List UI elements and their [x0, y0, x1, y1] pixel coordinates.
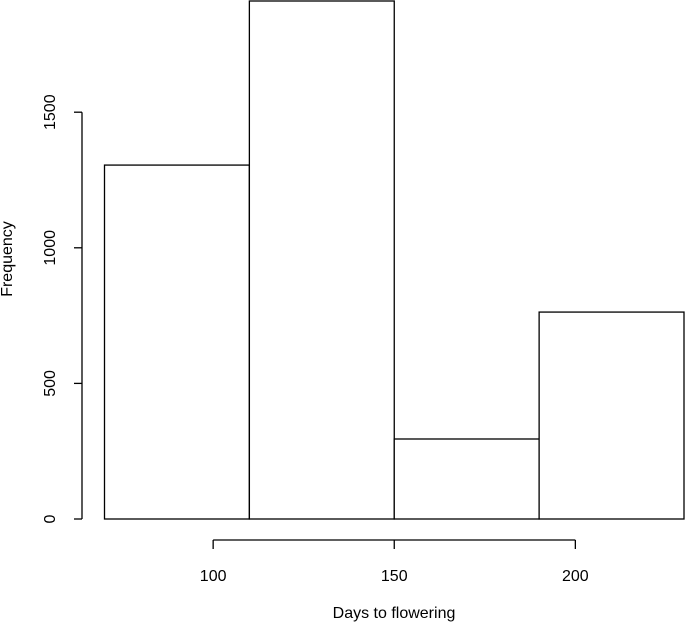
histogram-bar — [103, 164, 251, 520]
y-tick-label: 500 — [42, 370, 59, 397]
y-tick-label: 1500 — [42, 94, 59, 130]
x-tick-label: 150 — [381, 568, 408, 585]
y-ticks: 0 500 1000 1500 — [42, 94, 82, 523]
x-axis: 100 150 200 — [200, 539, 589, 585]
histogram-bar — [538, 311, 685, 520]
x-ticks: 100 150 200 — [200, 540, 589, 585]
bars-group — [103, 0, 685, 520]
y-tick-label: 1000 — [42, 230, 59, 266]
x-tick-label: 200 — [562, 568, 589, 585]
x-axis-title: Days to flowering — [333, 605, 456, 622]
y-tick-label: 0 — [42, 514, 59, 523]
histogram-bar — [393, 438, 540, 520]
y-axis-title: Frequency — [0, 221, 16, 297]
y-axis: 0 500 1000 1500 — [42, 94, 83, 523]
histogram-bar — [248, 0, 395, 520]
x-tick-label: 100 — [200, 568, 227, 585]
